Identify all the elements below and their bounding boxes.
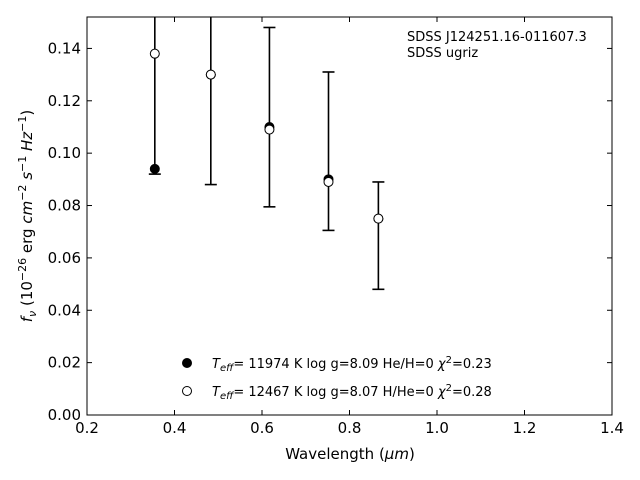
y-tick-label: 0.12: [48, 92, 81, 110]
legend: Teff= 11974 K log g=8.09 He/H=0 χ2=0.23 …: [182, 355, 492, 402]
data-point-open: [205, 69, 216, 80]
y-tick-label: 0.00: [48, 406, 81, 424]
error-bar: [263, 26, 276, 208]
y-tick-label: 0.14: [48, 39, 81, 57]
x-tick-label: 0.4: [163, 419, 187, 437]
y-tick-label: 0.10: [48, 144, 81, 162]
x-tick-label: 0.8: [338, 419, 362, 437]
error-bar: [322, 71, 335, 232]
x-tick-label: 1.0: [425, 419, 449, 437]
data-point-open: [149, 48, 160, 59]
error-bar: [148, 17, 161, 175]
legend-marker-filled: [182, 358, 192, 368]
data-point-filled: [149, 163, 160, 174]
legend-marker-open: [182, 386, 192, 396]
x-tick-label: 1.4: [600, 419, 624, 437]
x-tick-label: 0.6: [250, 419, 274, 437]
y-tick-label: 0.02: [48, 354, 81, 372]
data-points: [149, 48, 384, 224]
annotation: SDSS J124251.16-011607.3 SDSS ugriz: [407, 30, 587, 61]
error-bars: [148, 17, 385, 291]
y-tick-label: 0.04: [48, 301, 81, 319]
annotation-object-name: SDSS J124251.16-011607.3: [407, 30, 587, 45]
y-tick-label: 0.08: [48, 197, 81, 215]
x-axis-ticks: 0.2 0.4 0.6 0.8 1.0 1.2 1.4: [75, 17, 624, 437]
y-tick-label: 0.06: [48, 249, 81, 267]
error-bar: [204, 17, 217, 186]
legend-entry-filled: Teff= 11974 K log g=8.09 He/H=0 χ2=0.23: [212, 355, 492, 374]
y-axis-label: fν (10−26 erg cm−2 s−1 Hz−1): [16, 110, 39, 322]
data-point-open: [323, 176, 334, 187]
annotation-photometry: SDSS ugriz: [407, 46, 478, 61]
y-axis-ticks: 0.00 0.02 0.04 0.06 0.08 0.10 0.12 0.14: [48, 39, 612, 424]
plot-frame: [86, 16, 613, 416]
x-axis-label: Wavelength (μm): [285, 445, 415, 463]
x-tick-label: 0.2: [75, 419, 99, 437]
data-point-open: [373, 213, 384, 224]
data-point-open: [264, 124, 275, 135]
legend-entry-open: Teff= 12467 K log g=8.07 H/He=0 χ2=0.28: [212, 383, 492, 402]
x-tick-label: 1.2: [513, 419, 537, 437]
error-bar: [372, 181, 385, 291]
